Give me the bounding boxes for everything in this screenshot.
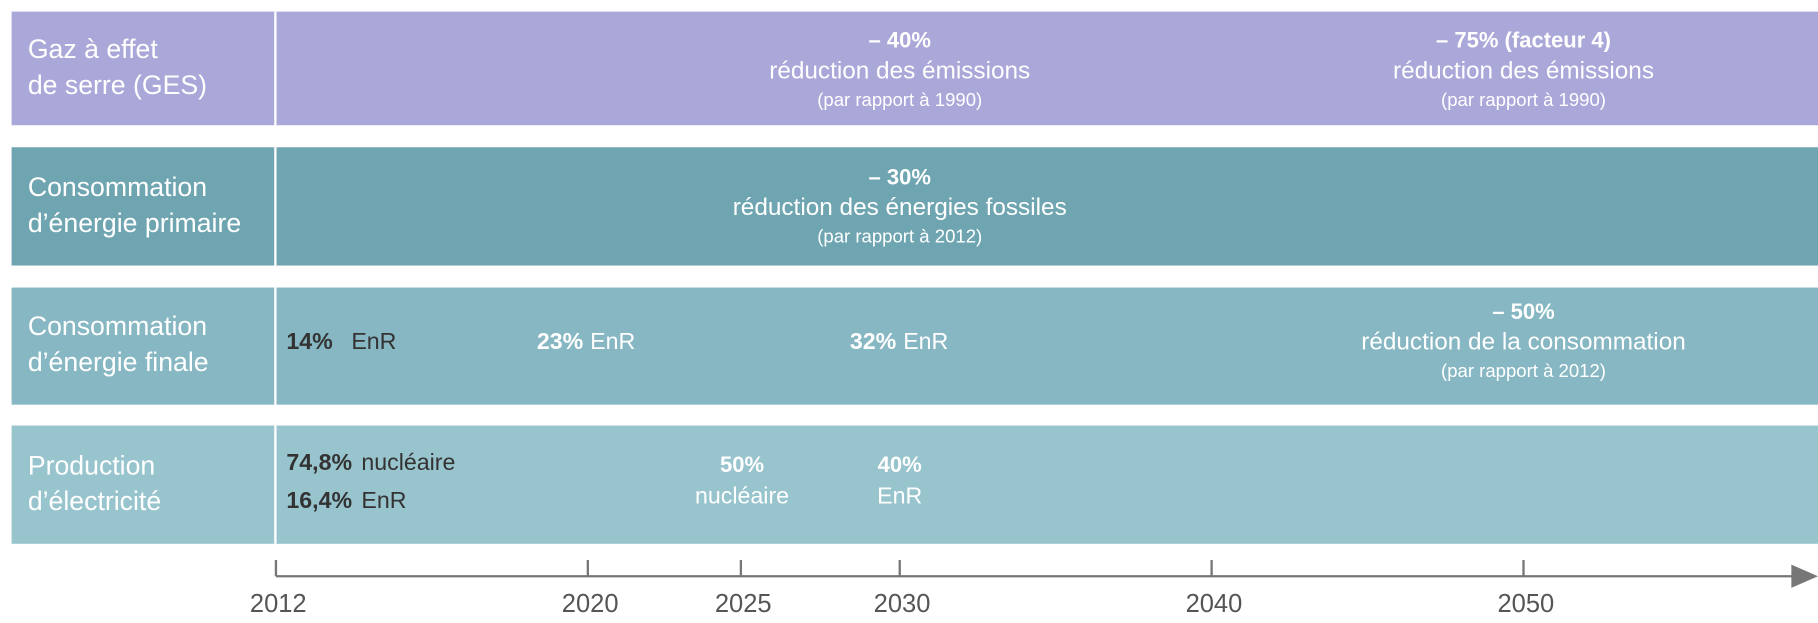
item-value: – 30% <box>869 164 931 189</box>
item-text: nucléaire <box>361 449 455 475</box>
item-note: (par rapport à 2012) <box>1441 360 1606 381</box>
row-label: d’électricité <box>28 486 161 516</box>
timeline-label: 2040 <box>1186 590 1243 618</box>
item-text: réduction des énergies fossiles <box>733 194 1067 221</box>
item-value: – 50% <box>1492 299 1554 324</box>
item: 32% EnR <box>850 328 948 354</box>
item-value: 74,8% <box>286 449 352 475</box>
item: 16,4% EnR <box>286 487 406 513</box>
timeline-label: 2012 <box>250 590 307 618</box>
item-text: EnR <box>590 328 635 354</box>
row-label: Gaz à effet <box>28 34 159 64</box>
item-text: EnR <box>903 328 948 354</box>
row-label: Consommation <box>28 172 207 202</box>
item-note: (par rapport à 1990) <box>1441 89 1606 110</box>
item-value: 50% <box>720 452 764 477</box>
item-text: EnR <box>877 483 922 509</box>
row-label: Production <box>28 450 155 480</box>
item-value: 23% <box>537 328 583 354</box>
timeline-label: 2050 <box>1497 590 1554 618</box>
item: 23% EnR <box>537 328 635 354</box>
timeline-label: 2020 <box>562 590 619 618</box>
item-value: 32% <box>850 328 896 354</box>
item-value: – 75% (facteur 4) <box>1436 28 1611 53</box>
item-note: (par rapport à 1990) <box>817 89 982 110</box>
item-text: réduction des émissions <box>769 57 1030 84</box>
timeline-label: 2030 <box>874 590 931 618</box>
item-text: réduction des émissions <box>1393 57 1654 84</box>
timeline-arrow <box>1791 564 1818 588</box>
item-value: – 40% <box>869 28 931 53</box>
item-text: EnR <box>361 487 406 513</box>
item-value: 14% <box>286 328 332 354</box>
item-text: EnR <box>351 328 396 354</box>
row-label: de serre (GES) <box>28 70 207 100</box>
timeline-label: 2025 <box>715 590 772 618</box>
row-label: Consommation <box>28 311 207 341</box>
item-text: réduction de la consommation <box>1361 329 1686 356</box>
item-text: nucléaire <box>695 483 789 509</box>
item-value: 40% <box>878 452 922 477</box>
item-note: (par rapport à 2012) <box>817 226 982 247</box>
row-band <box>11 11 1818 126</box>
row-label: d’énergie primaire <box>28 208 241 238</box>
row-band <box>11 425 1818 544</box>
row-band <box>11 287 1818 405</box>
item: 14% EnR <box>286 328 396 354</box>
item-value: 16,4% <box>286 487 352 513</box>
row-label: d’énergie finale <box>28 347 209 377</box>
item: 74,8% nucléaire <box>286 449 455 475</box>
row-band <box>11 147 1818 266</box>
